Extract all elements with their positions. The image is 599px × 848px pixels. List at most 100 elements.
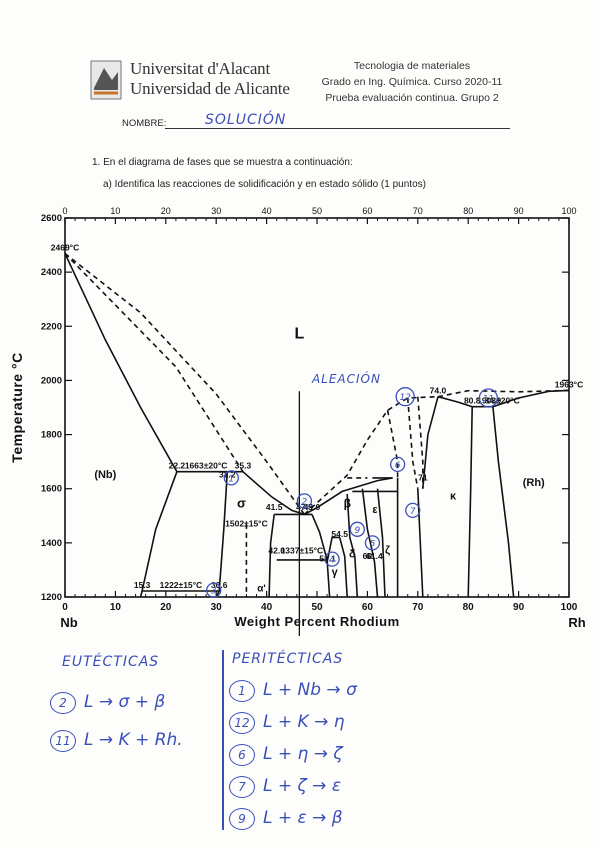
circled-point-marker bbox=[206, 582, 222, 598]
circled-point-number: 2 bbox=[302, 497, 308, 507]
x-tick-label: 60 bbox=[362, 602, 374, 613]
eutectic-reaction: 2 L → σ + β bbox=[50, 692, 165, 714]
peritectic-reaction: 6 L + η → ζ bbox=[229, 744, 343, 766]
circled-point-number: 1 bbox=[228, 474, 234, 484]
diagram-annotation: 2469°C bbox=[51, 242, 79, 252]
circled-point-marker bbox=[324, 551, 340, 567]
circled-point-number: 9 bbox=[354, 526, 360, 536]
circled-point-number: 11 bbox=[483, 395, 494, 405]
x-tick-label-top: 90 bbox=[514, 206, 524, 216]
x-end-left-label: Nb bbox=[60, 615, 77, 630]
phase-label: δ bbox=[349, 549, 356, 561]
phase-boundary bbox=[311, 514, 331, 598]
circled-point-marker bbox=[296, 493, 313, 509]
circled-point-number: 5 bbox=[370, 539, 376, 549]
phase-label: κ bbox=[450, 491, 457, 503]
y-tick-label: 2000 bbox=[41, 375, 62, 386]
diagram-annotation: 52.1 bbox=[319, 554, 336, 564]
diagram-annotation: 1502±15°C bbox=[225, 518, 268, 528]
name-label: NOMBRE: bbox=[122, 118, 167, 129]
reaction-text: L + K → η bbox=[263, 712, 345, 732]
phase-boundary bbox=[242, 471, 305, 516]
x-tick-label: 50 bbox=[311, 602, 323, 613]
diagram-annotation: 1337±15°C bbox=[281, 545, 324, 555]
reaction-number: 1 bbox=[229, 680, 255, 702]
phase-boundary-dashed bbox=[64, 252, 244, 473]
diagram-annotation: 84.9 bbox=[485, 396, 502, 406]
reaction-number: 12 bbox=[229, 712, 255, 734]
reaction-text: L + η → ζ bbox=[263, 744, 343, 764]
phase-boundary bbox=[268, 514, 275, 598]
x-tick-label-top: 0 bbox=[62, 206, 67, 216]
diagram-annotation: 49.0 bbox=[304, 502, 321, 512]
phase-boundary bbox=[139, 471, 178, 598]
phase-boundary bbox=[437, 395, 473, 408]
phase-boundary bbox=[361, 488, 379, 598]
x-tick-label-top: 70 bbox=[413, 206, 423, 216]
y-tick-label: 1200 bbox=[41, 592, 62, 603]
name-value: SOLUCIÓN bbox=[205, 112, 287, 128]
x-tick-label: 30 bbox=[211, 602, 223, 613]
phase-label: α' bbox=[257, 584, 266, 595]
phase-boundary bbox=[467, 406, 473, 598]
university-name-es: Universidad de Alicante bbox=[130, 79, 290, 98]
eutectic-reaction: 11 L → K + Rh. bbox=[50, 730, 183, 752]
phase-boundary-dashed bbox=[406, 397, 419, 489]
x-axis-label: Weight Percent Rhodium bbox=[234, 614, 399, 629]
reaction-number: 2 bbox=[50, 692, 76, 714]
diagram-annotation: 1903±20°C bbox=[477, 396, 520, 406]
reaction-number: 9 bbox=[229, 808, 255, 830]
diagram-annotation: 61.4 bbox=[366, 551, 383, 561]
x-tick-label: 70 bbox=[412, 602, 424, 613]
x-tick-label: 0 bbox=[62, 602, 68, 613]
circled-point-marker bbox=[478, 388, 499, 408]
circled-point-number: 4 bbox=[329, 556, 335, 566]
circled-point-number: 7 bbox=[410, 507, 416, 517]
phase-boundary bbox=[492, 406, 515, 598]
x-tick-label-top: 80 bbox=[463, 206, 473, 216]
reaction-text: L + ε → β bbox=[263, 808, 343, 828]
x-tick-label-top: 50 bbox=[312, 206, 322, 216]
diagram-annotation: 42.0 bbox=[268, 545, 285, 555]
alloy-handwritten-label: ALEACIÓN bbox=[311, 371, 381, 386]
circled-point-marker bbox=[349, 521, 365, 537]
phase-boundary bbox=[346, 494, 359, 598]
x-tick-label-top: 40 bbox=[262, 206, 272, 216]
x-tick-label-top: 10 bbox=[110, 206, 120, 216]
diagram-annotation: 15.3 bbox=[134, 580, 151, 590]
university-logo-icon bbox=[90, 60, 122, 100]
reaction-text: L + Nb → σ bbox=[263, 680, 357, 700]
diagram-annotation: 1663±20°C bbox=[185, 461, 228, 471]
peritectic-reaction: 12 L + K → η bbox=[229, 712, 345, 734]
circled-point-marker bbox=[223, 470, 239, 486]
diagram-annotation: 54.5 bbox=[331, 529, 348, 539]
phase-label: ζ bbox=[385, 545, 390, 557]
x-tick-label: 10 bbox=[110, 602, 122, 613]
phase-diagram: 0 0 10 10 20 20 30 30 40 40 50 50 60 60 70 70 80 80 90 90 10… bbox=[9, 206, 586, 636]
x-end-right-label: Rh bbox=[568, 615, 585, 630]
answers-divider bbox=[222, 650, 224, 830]
diagram-annotation: 60 bbox=[363, 551, 373, 561]
peritectic-title: PERITÉCTICAS bbox=[232, 651, 344, 667]
x-tick-label-top: 20 bbox=[161, 206, 171, 216]
phase-boundary bbox=[304, 477, 393, 516]
circled-point-marker bbox=[364, 535, 381, 551]
y-tick-label: 1600 bbox=[41, 484, 62, 495]
diagram-annotation: 30.6 bbox=[211, 580, 228, 590]
university-name-ca: Universitat d'Alacant bbox=[130, 59, 271, 78]
x-tick-label-top: 30 bbox=[211, 206, 221, 216]
phase-label: γ bbox=[332, 566, 339, 578]
peritectic-reaction: 9 L + ε → β bbox=[229, 808, 343, 830]
circled-point-marker bbox=[389, 456, 406, 473]
y-tick-label: 2600 bbox=[41, 213, 62, 224]
phase-label: L bbox=[294, 325, 304, 342]
reaction-number: 6 bbox=[229, 744, 255, 766]
test-line: Prueba evaluación continua. Grupo 2 bbox=[325, 92, 499, 104]
phase-label: β bbox=[344, 497, 351, 511]
phase-boundary bbox=[338, 537, 348, 598]
y-tick-label: 2400 bbox=[41, 267, 62, 278]
eutectic-title: EUTÉCTICAS bbox=[62, 654, 160, 670]
phase-boundary bbox=[376, 488, 386, 598]
phase-label: (Nb) bbox=[94, 469, 116, 481]
circled-point-number: 6 bbox=[395, 461, 401, 471]
